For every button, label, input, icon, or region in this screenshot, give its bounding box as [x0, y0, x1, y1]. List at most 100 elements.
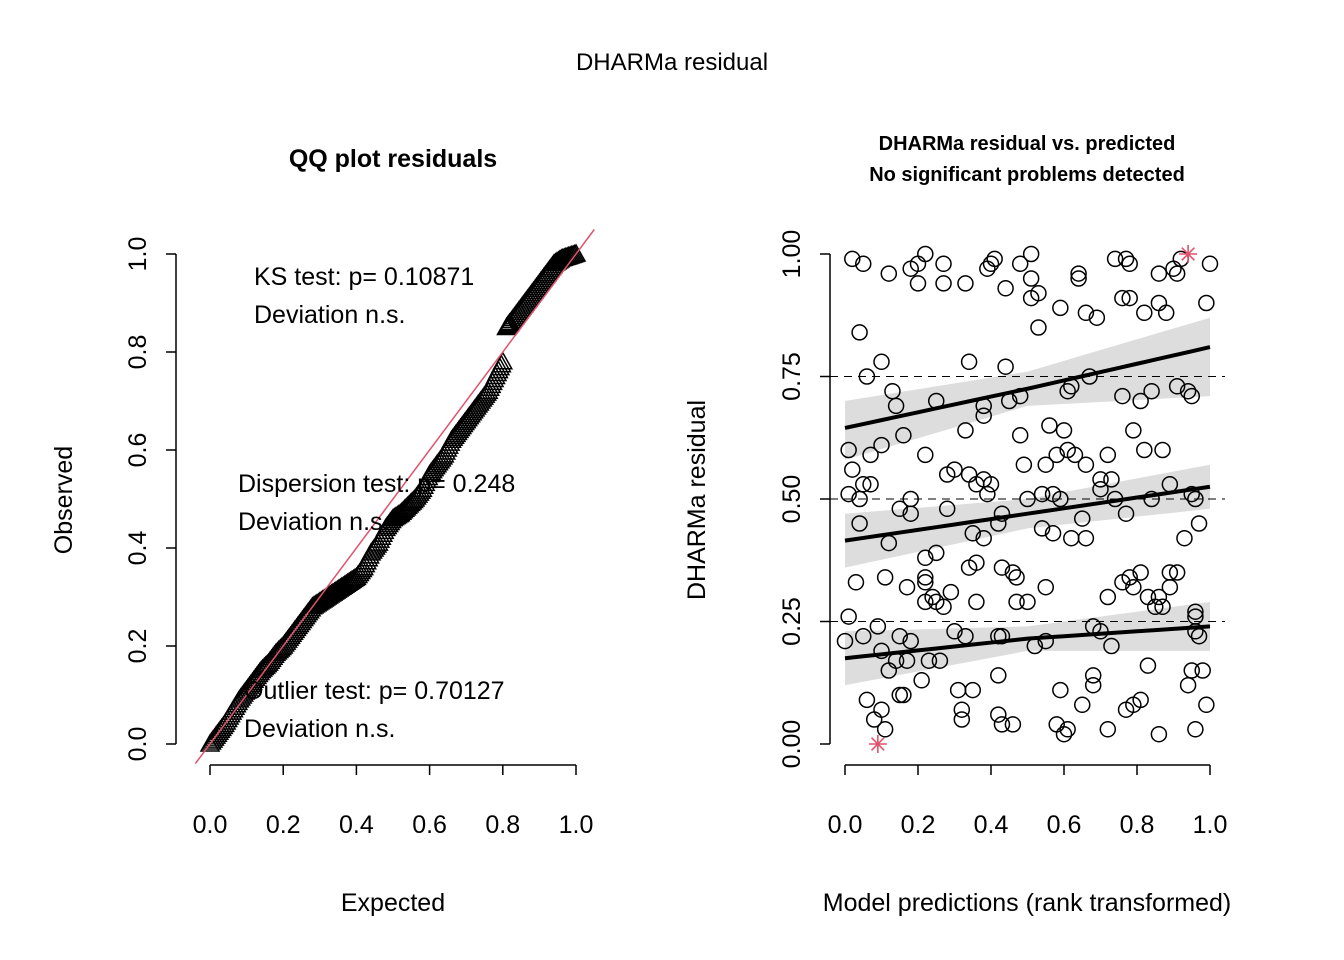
x-tick-label: 0.8 [1120, 811, 1155, 839]
residual-point [917, 574, 934, 591]
residual-point [1022, 270, 1040, 287]
residual-point [1150, 265, 1168, 282]
residual-point [876, 721, 894, 738]
residual-point [1037, 456, 1054, 473]
qq-reference-line [194, 229, 595, 765]
residual-point [1059, 382, 1076, 400]
residual-point [1059, 721, 1076, 738]
residual-point [990, 706, 1007, 723]
residual-point [1074, 510, 1091, 527]
residual-point [873, 353, 890, 371]
residual-point [1044, 525, 1062, 542]
residual-point [1157, 304, 1175, 322]
residual-point [1088, 309, 1106, 326]
residual-point [917, 446, 934, 464]
residual-point [920, 652, 938, 669]
x-tick-label: 0.8 [485, 811, 520, 839]
quantile-0.25-fit-line [844, 624, 1211, 661]
residual-point [880, 662, 898, 679]
residual-point [1004, 564, 1022, 581]
residual-point [1103, 471, 1120, 488]
residual-point [1187, 721, 1204, 738]
y-tick-label: 0.8 [124, 335, 152, 370]
residual-vs-predicted-panel: DHARMa residual vs. predicted No signifi… [683, 133, 1231, 917]
x-tick-label: 0.0 [193, 811, 228, 839]
residual-point [935, 598, 952, 616]
residual-point [982, 255, 1000, 273]
ks-deviation-text: Deviation n.s. [254, 301, 405, 329]
residual-point [1077, 529, 1095, 547]
y-tick-label: 0.4 [124, 531, 152, 566]
residual-point [1132, 691, 1149, 709]
residual-point [1154, 441, 1171, 459]
qq-triangle-point [492, 351, 514, 370]
residual-point [862, 476, 879, 493]
residual-point [1150, 725, 1168, 743]
residual-point [1052, 681, 1069, 699]
residual-point [855, 255, 872, 273]
residual-point [836, 632, 854, 650]
residual-point [876, 569, 894, 586]
residual-point [1183, 662, 1200, 679]
residual-point [949, 681, 967, 699]
residual-point [1011, 255, 1029, 273]
residual-point [1161, 578, 1179, 596]
residual-point [1179, 382, 1197, 400]
qq-title: QQ plot residuals [289, 145, 497, 173]
residual-point [1132, 564, 1149, 581]
residual-point [1168, 564, 1186, 581]
residual-point [840, 608, 857, 625]
residual-point [873, 436, 890, 454]
outlier-star-point [1179, 245, 1198, 263]
residual-point [1117, 505, 1135, 522]
residual-point [1136, 304, 1153, 322]
residual-point [946, 623, 963, 640]
residual-point [1150, 294, 1168, 312]
residual-point [1019, 593, 1036, 611]
residual-point [1179, 676, 1197, 694]
residual-point [873, 701, 890, 718]
residual-point [1048, 446, 1065, 464]
residual-point [1008, 593, 1025, 611]
rp-title-line1: DHARMa residual vs. predicted [879, 133, 1176, 155]
residual-point [1099, 588, 1117, 606]
residual-point [902, 632, 919, 650]
residual-point [844, 461, 861, 478]
residual-point [957, 422, 974, 439]
residual-point [1176, 529, 1193, 547]
x-tick-label: 0.6 [1047, 811, 1082, 839]
residual-point [1198, 696, 1215, 714]
qq-triangle-point [335, 573, 357, 593]
residual-point [1136, 441, 1153, 459]
residual-point [1187, 603, 1204, 620]
residual-point [1150, 588, 1168, 606]
residual-point [1099, 721, 1117, 738]
residual-point [960, 353, 978, 371]
residual-point [1121, 255, 1138, 273]
main-title: DHARMa residual [576, 49, 768, 76]
residual-point [997, 358, 1014, 375]
residual-point [964, 525, 981, 542]
residual-point [917, 549, 934, 567]
residual-point [975, 529, 992, 547]
residual-point [847, 574, 865, 591]
x-tick-label: 1.0 [559, 811, 594, 839]
residual-point [891, 686, 908, 704]
residual-point [953, 711, 971, 728]
residual-point [1033, 520, 1051, 537]
residual-point [986, 250, 1003, 268]
residual-point [898, 578, 916, 596]
residual-point [1063, 529, 1080, 547]
residual-point [1168, 265, 1186, 282]
residual-point [851, 515, 868, 532]
residual-point [1194, 662, 1211, 679]
residual-point [1084, 676, 1102, 694]
y-tick-label: 0.0 [124, 727, 152, 762]
residual-point [968, 593, 985, 611]
qq-panel: QQ plot residuals Expected Observed 0.0 0… [50, 145, 595, 917]
residual-point [1143, 490, 1160, 508]
residual-point [1099, 446, 1117, 464]
residual-point [1143, 382, 1160, 400]
residual-point [957, 275, 974, 292]
residual-point [1070, 265, 1087, 282]
